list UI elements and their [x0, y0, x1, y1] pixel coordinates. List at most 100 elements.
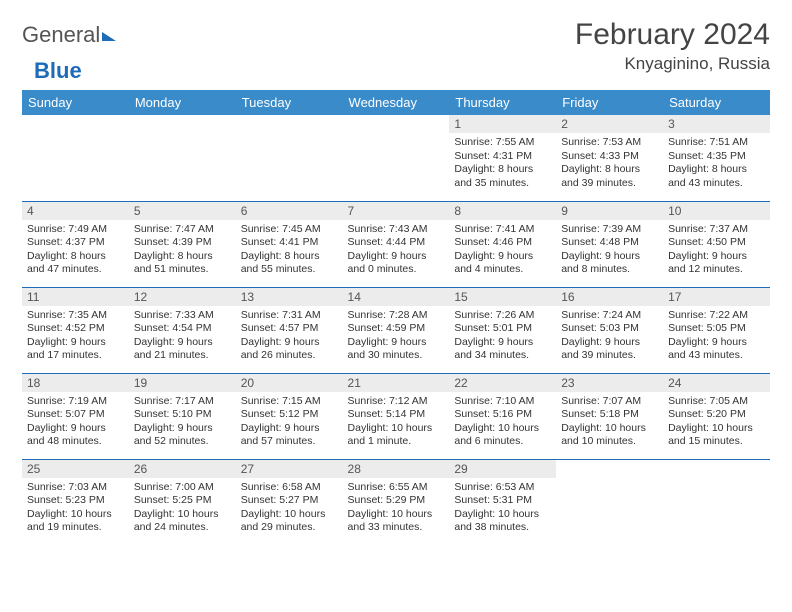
- day-details: Sunrise: 7:47 AMSunset: 4:39 PMDaylight:…: [129, 220, 236, 282]
- day-details: Sunrise: 7:53 AMSunset: 4:33 PMDaylight:…: [556, 133, 663, 195]
- day-number: 16: [556, 288, 663, 306]
- calendar-week-row: 1Sunrise: 7:55 AMSunset: 4:31 PMDaylight…: [22, 115, 770, 201]
- calendar-day-cell: 7Sunrise: 7:43 AMSunset: 4:44 PMDaylight…: [343, 201, 450, 287]
- day-details: Sunrise: 7:33 AMSunset: 4:54 PMDaylight:…: [129, 306, 236, 368]
- calendar-day-cell: 9Sunrise: 7:39 AMSunset: 4:48 PMDaylight…: [556, 201, 663, 287]
- calendar-day-cell: 20Sunrise: 7:15 AMSunset: 5:12 PMDayligh…: [236, 373, 343, 459]
- day-number: 13: [236, 288, 343, 306]
- calendar-day-cell: 4Sunrise: 7:49 AMSunset: 4:37 PMDaylight…: [22, 201, 129, 287]
- day-details: Sunrise: 7:24 AMSunset: 5:03 PMDaylight:…: [556, 306, 663, 368]
- day-header: Wednesday: [343, 90, 450, 115]
- calendar-day-cell: 13Sunrise: 7:31 AMSunset: 4:57 PMDayligh…: [236, 287, 343, 373]
- calendar-day-cell: [22, 115, 129, 201]
- day-number: 2: [556, 115, 663, 133]
- day-number: 28: [343, 460, 450, 478]
- calendar-week-row: 4Sunrise: 7:49 AMSunset: 4:37 PMDaylight…: [22, 201, 770, 287]
- calendar-day-cell: [236, 115, 343, 201]
- day-details: Sunrise: 7:31 AMSunset: 4:57 PMDaylight:…: [236, 306, 343, 368]
- calendar-day-cell: 14Sunrise: 7:28 AMSunset: 4:59 PMDayligh…: [343, 287, 450, 373]
- calendar-day-cell: 3Sunrise: 7:51 AMSunset: 4:35 PMDaylight…: [663, 115, 770, 201]
- day-header: Tuesday: [236, 90, 343, 115]
- calendar-day-cell: 11Sunrise: 7:35 AMSunset: 4:52 PMDayligh…: [22, 287, 129, 373]
- day-details: Sunrise: 7:00 AMSunset: 5:25 PMDaylight:…: [129, 478, 236, 540]
- day-number: 5: [129, 202, 236, 220]
- calendar-day-cell: 19Sunrise: 7:17 AMSunset: 5:10 PMDayligh…: [129, 373, 236, 459]
- day-details: Sunrise: 7:03 AMSunset: 5:23 PMDaylight:…: [22, 478, 129, 540]
- day-details: Sunrise: 7:45 AMSunset: 4:41 PMDaylight:…: [236, 220, 343, 282]
- logo-triangle-icon: [102, 32, 116, 41]
- day-details: Sunrise: 7:49 AMSunset: 4:37 PMDaylight:…: [22, 220, 129, 282]
- logo: General: [22, 18, 117, 48]
- day-number: 17: [663, 288, 770, 306]
- calendar-week-row: 11Sunrise: 7:35 AMSunset: 4:52 PMDayligh…: [22, 287, 770, 373]
- day-number: 15: [449, 288, 556, 306]
- day-number: 25: [22, 460, 129, 478]
- day-header: Saturday: [663, 90, 770, 115]
- day-details: Sunrise: 7:35 AMSunset: 4:52 PMDaylight:…: [22, 306, 129, 368]
- calendar-day-cell: 15Sunrise: 7:26 AMSunset: 5:01 PMDayligh…: [449, 287, 556, 373]
- day-number: 22: [449, 374, 556, 392]
- calendar-table: SundayMondayTuesdayWednesdayThursdayFrid…: [22, 90, 770, 545]
- day-number: 18: [22, 374, 129, 392]
- calendar-day-cell: 6Sunrise: 7:45 AMSunset: 4:41 PMDaylight…: [236, 201, 343, 287]
- calendar-body: 1Sunrise: 7:55 AMSunset: 4:31 PMDaylight…: [22, 115, 770, 545]
- day-number: 10: [663, 202, 770, 220]
- day-number: 24: [663, 374, 770, 392]
- calendar-day-cell: 26Sunrise: 7:00 AMSunset: 5:25 PMDayligh…: [129, 459, 236, 545]
- day-details: Sunrise: 7:17 AMSunset: 5:10 PMDaylight:…: [129, 392, 236, 454]
- day-number: 23: [556, 374, 663, 392]
- calendar-day-cell: [556, 459, 663, 545]
- logo-text-blue: Blue: [34, 58, 82, 83]
- day-details: Sunrise: 7:43 AMSunset: 4:44 PMDaylight:…: [343, 220, 450, 282]
- calendar-day-cell: 2Sunrise: 7:53 AMSunset: 4:33 PMDaylight…: [556, 115, 663, 201]
- day-number: 14: [343, 288, 450, 306]
- calendar-day-cell: 27Sunrise: 6:58 AMSunset: 5:27 PMDayligh…: [236, 459, 343, 545]
- day-number: 20: [236, 374, 343, 392]
- day-header: Thursday: [449, 90, 556, 115]
- calendar-day-cell: 16Sunrise: 7:24 AMSunset: 5:03 PMDayligh…: [556, 287, 663, 373]
- day-details: Sunrise: 7:51 AMSunset: 4:35 PMDaylight:…: [663, 133, 770, 195]
- day-number: 21: [343, 374, 450, 392]
- day-details: Sunrise: 7:39 AMSunset: 4:48 PMDaylight:…: [556, 220, 663, 282]
- day-details: Sunrise: 7:55 AMSunset: 4:31 PMDaylight:…: [449, 133, 556, 195]
- day-details: Sunrise: 7:26 AMSunset: 5:01 PMDaylight:…: [449, 306, 556, 368]
- calendar-day-cell: 28Sunrise: 6:55 AMSunset: 5:29 PMDayligh…: [343, 459, 450, 545]
- day-number: 26: [129, 460, 236, 478]
- calendar-day-cell: 21Sunrise: 7:12 AMSunset: 5:14 PMDayligh…: [343, 373, 450, 459]
- day-number: 27: [236, 460, 343, 478]
- calendar-day-cell: 18Sunrise: 7:19 AMSunset: 5:07 PMDayligh…: [22, 373, 129, 459]
- title-block: February 2024 Knyaginino, Russia: [575, 18, 770, 74]
- day-details: Sunrise: 6:58 AMSunset: 5:27 PMDaylight:…: [236, 478, 343, 540]
- day-number: 19: [129, 374, 236, 392]
- calendar-day-cell: 12Sunrise: 7:33 AMSunset: 4:54 PMDayligh…: [129, 287, 236, 373]
- day-number: 9: [556, 202, 663, 220]
- calendar-week-row: 18Sunrise: 7:19 AMSunset: 5:07 PMDayligh…: [22, 373, 770, 459]
- calendar-day-cell: [129, 115, 236, 201]
- calendar-day-cell: 17Sunrise: 7:22 AMSunset: 5:05 PMDayligh…: [663, 287, 770, 373]
- day-details: Sunrise: 6:55 AMSunset: 5:29 PMDaylight:…: [343, 478, 450, 540]
- calendar-day-cell: 24Sunrise: 7:05 AMSunset: 5:20 PMDayligh…: [663, 373, 770, 459]
- calendar-day-cell: 29Sunrise: 6:53 AMSunset: 5:31 PMDayligh…: [449, 459, 556, 545]
- day-number: 29: [449, 460, 556, 478]
- calendar-day-cell: [663, 459, 770, 545]
- day-details: Sunrise: 7:19 AMSunset: 5:07 PMDaylight:…: [22, 392, 129, 454]
- day-details: Sunrise: 7:15 AMSunset: 5:12 PMDaylight:…: [236, 392, 343, 454]
- day-details: Sunrise: 6:53 AMSunset: 5:31 PMDaylight:…: [449, 478, 556, 540]
- day-number: 8: [449, 202, 556, 220]
- day-number: 4: [22, 202, 129, 220]
- day-number: 7: [343, 202, 450, 220]
- month-title: February 2024: [575, 18, 770, 52]
- day-number: 6: [236, 202, 343, 220]
- calendar-day-cell: 10Sunrise: 7:37 AMSunset: 4:50 PMDayligh…: [663, 201, 770, 287]
- calendar-head: SundayMondayTuesdayWednesdayThursdayFrid…: [22, 90, 770, 115]
- day-number: 12: [129, 288, 236, 306]
- day-header: Friday: [556, 90, 663, 115]
- day-details: Sunrise: 7:37 AMSunset: 4:50 PMDaylight:…: [663, 220, 770, 282]
- day-header: Sunday: [22, 90, 129, 115]
- day-details: Sunrise: 7:22 AMSunset: 5:05 PMDaylight:…: [663, 306, 770, 368]
- calendar-day-cell: 1Sunrise: 7:55 AMSunset: 4:31 PMDaylight…: [449, 115, 556, 201]
- calendar-week-row: 25Sunrise: 7:03 AMSunset: 5:23 PMDayligh…: [22, 459, 770, 545]
- calendar-day-cell: 23Sunrise: 7:07 AMSunset: 5:18 PMDayligh…: [556, 373, 663, 459]
- day-header: Monday: [129, 90, 236, 115]
- calendar-day-cell: 5Sunrise: 7:47 AMSunset: 4:39 PMDaylight…: [129, 201, 236, 287]
